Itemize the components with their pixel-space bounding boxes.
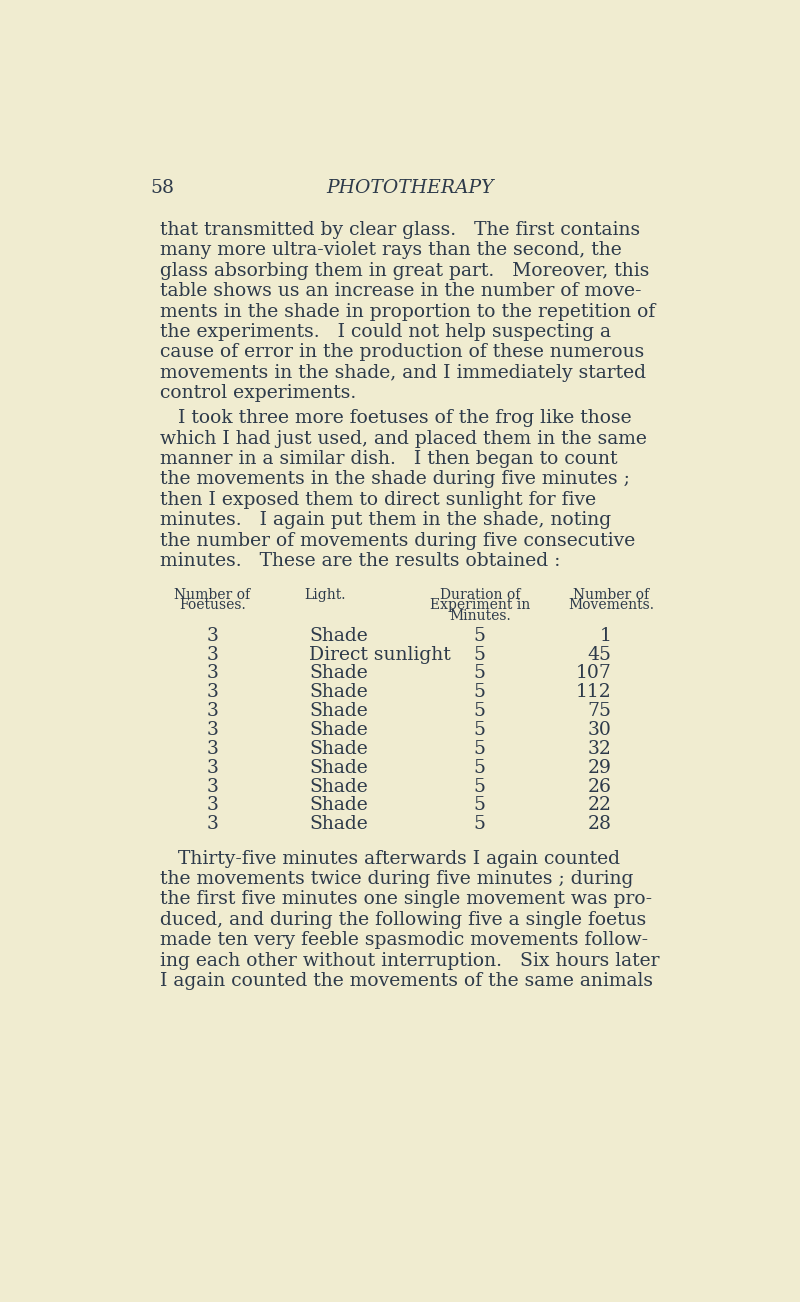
Text: 3: 3 (206, 702, 218, 720)
Text: 58: 58 (150, 180, 174, 198)
Text: Shade: Shade (310, 815, 368, 833)
Text: 32: 32 (588, 740, 611, 758)
Text: Shade: Shade (310, 797, 368, 815)
Text: 3: 3 (206, 684, 218, 702)
Text: 3: 3 (206, 777, 218, 796)
Text: I took three more foetuses of the frog like those: I took three more foetuses of the frog l… (161, 409, 632, 427)
Text: table shows us an increase in the number of move-: table shows us an increase in the number… (161, 283, 642, 301)
Text: duced, and during the following five a single foetus: duced, and during the following five a s… (161, 911, 646, 928)
Text: Shade: Shade (310, 684, 368, 702)
Text: 29: 29 (588, 759, 611, 777)
Text: the first five minutes one single movement was pro-: the first five minutes one single moveme… (161, 891, 653, 909)
Text: 75: 75 (587, 702, 611, 720)
Text: Shade: Shade (310, 702, 368, 720)
Text: 28: 28 (587, 815, 611, 833)
Text: Shade: Shade (310, 721, 368, 740)
Text: the movements in the shade during five minutes ;: the movements in the shade during five m… (161, 470, 630, 488)
Text: many more ultra-violet rays than the second, the: many more ultra-violet rays than the sec… (161, 241, 622, 259)
Text: Shade: Shade (310, 626, 368, 644)
Text: Direct sunlight: Direct sunlight (310, 646, 451, 664)
Text: 5: 5 (474, 702, 486, 720)
Text: 30: 30 (588, 721, 611, 740)
Text: 3: 3 (206, 815, 218, 833)
Text: 5: 5 (474, 740, 486, 758)
Text: Thirty-five minutes afterwards I again counted: Thirty-five minutes afterwards I again c… (161, 850, 621, 867)
Text: 3: 3 (206, 740, 218, 758)
Text: 5: 5 (474, 797, 486, 815)
Text: 3: 3 (206, 664, 218, 682)
Text: 5: 5 (474, 626, 486, 644)
Text: 3: 3 (206, 646, 218, 664)
Text: cause of error in the production of these numerous: cause of error in the production of thes… (161, 344, 645, 362)
Text: 3: 3 (206, 759, 218, 777)
Text: 5: 5 (474, 664, 486, 682)
Text: Foetuses.: Foetuses. (179, 598, 246, 612)
Text: which I had just used, and placed them in the same: which I had just used, and placed them i… (161, 430, 647, 448)
Text: 5: 5 (474, 759, 486, 777)
Text: Minutes.: Minutes. (449, 608, 510, 622)
Text: 5: 5 (474, 684, 486, 702)
Text: Number of: Number of (574, 587, 650, 602)
Text: manner in a similar dish.   I then began to count: manner in a similar dish. I then began t… (161, 450, 618, 467)
Text: glass absorbing them in great part.   Moreover, this: glass absorbing them in great part. More… (161, 262, 650, 280)
Text: 5: 5 (474, 815, 486, 833)
Text: Shade: Shade (310, 664, 368, 682)
Text: 107: 107 (576, 664, 611, 682)
Text: Shade: Shade (310, 740, 368, 758)
Text: 5: 5 (474, 777, 486, 796)
Text: 26: 26 (588, 777, 611, 796)
Text: minutes.   I again put them in the shade, noting: minutes. I again put them in the shade, … (161, 512, 611, 529)
Text: then I exposed them to direct sunlight for five: then I exposed them to direct sunlight f… (161, 491, 597, 509)
Text: I again counted the movements of the same animals: I again counted the movements of the sam… (161, 973, 654, 990)
Text: ing each other without interruption.   Six hours later: ing each other without interruption. Six… (161, 952, 660, 970)
Text: movements in the shade, and I immediately started: movements in the shade, and I immediatel… (161, 363, 646, 381)
Text: Shade: Shade (310, 777, 368, 796)
Text: the experiments.   I could not help suspecting a: the experiments. I could not help suspec… (161, 323, 611, 341)
Text: Light.: Light. (304, 587, 346, 602)
Text: made ten very feeble spasmodic movements follow-: made ten very feeble spasmodic movements… (161, 931, 649, 949)
Text: 3: 3 (206, 797, 218, 815)
Text: ments in the shade in proportion to the repetition of: ments in the shade in proportion to the … (161, 302, 656, 320)
Text: Experiment in: Experiment in (430, 598, 530, 612)
Text: 3: 3 (206, 626, 218, 644)
Text: 5: 5 (474, 646, 486, 664)
Text: Movements.: Movements. (569, 598, 654, 612)
Text: 5: 5 (474, 721, 486, 740)
Text: control experiments.: control experiments. (161, 384, 357, 402)
Text: 112: 112 (576, 684, 611, 702)
Text: Number of: Number of (174, 587, 250, 602)
Text: 1: 1 (600, 626, 611, 644)
Text: 3: 3 (206, 721, 218, 740)
Text: Shade: Shade (310, 759, 368, 777)
Text: the number of movements during five consecutive: the number of movements during five cons… (161, 531, 636, 549)
Text: PHOTOTHERAPY: PHOTOTHERAPY (326, 180, 494, 198)
Text: the movements twice during five minutes ; during: the movements twice during five minutes … (161, 870, 634, 888)
Text: Duration of: Duration of (439, 587, 520, 602)
Text: minutes.   These are the results obtained :: minutes. These are the results obtained … (161, 552, 561, 570)
Text: that transmitted by clear glass.   The first contains: that transmitted by clear glass. The fir… (161, 221, 641, 240)
Text: 22: 22 (587, 797, 611, 815)
Text: 45: 45 (587, 646, 611, 664)
